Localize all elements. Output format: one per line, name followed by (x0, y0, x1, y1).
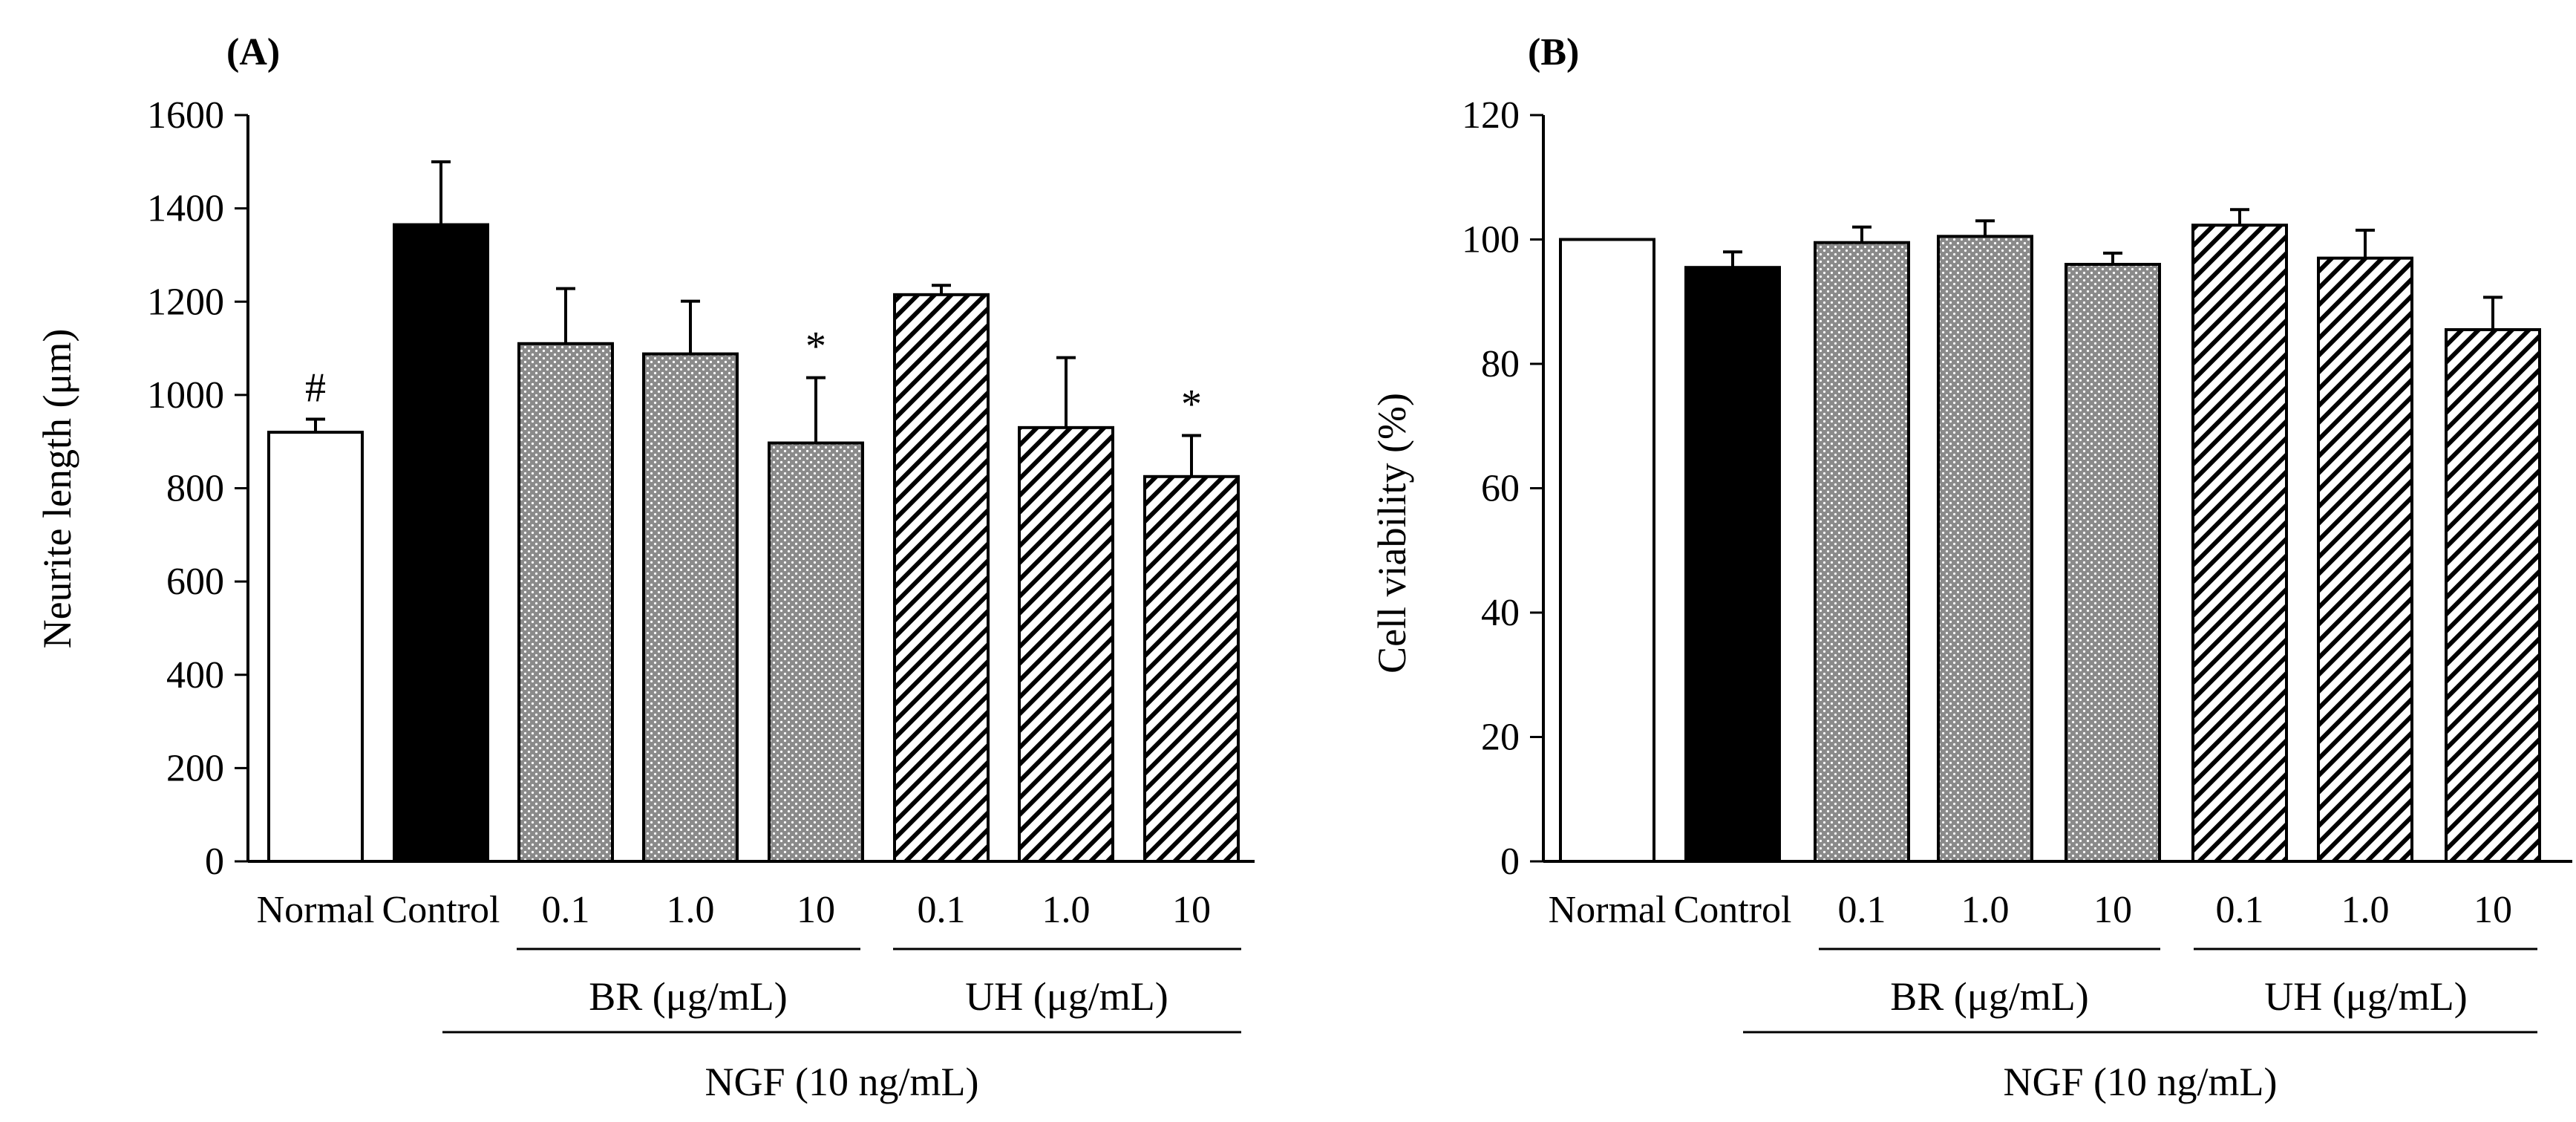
panel-b-bars (1559, 208, 2541, 863)
y-tick-label: 20 (1481, 717, 1520, 759)
y-tick-label: 40 (1481, 592, 1520, 634)
x-tick-label: 0.1 (2216, 889, 2264, 931)
x-tick-label: 10 (797, 889, 835, 931)
bar-normal-0 (1559, 238, 1655, 863)
bar-1-0-3 (642, 352, 739, 864)
panel-a-chart: (A) Neurite length (μm) 0200400600800100… (35, 31, 1255, 1104)
bar-1-0-6 (2317, 256, 2413, 863)
panel-b-chart: (B) Cell viability (%) 0 20 40 60 80 100 120 N… (1370, 31, 2572, 1104)
significance-mark: * (1181, 382, 1202, 428)
x-tick-label: 1.0 (667, 889, 715, 931)
y-tick-label: 0 (1500, 841, 1520, 883)
y-tick-label: 1400 (147, 188, 224, 230)
bar-10-4 (2065, 263, 2161, 863)
y-tick-label: 1600 (147, 94, 224, 137)
panel-b-ngf-label: NGF (10 ng/mL) (2004, 1060, 2278, 1104)
bar-0-1-2 (1814, 241, 1910, 863)
bar-10-7 (2445, 327, 2541, 863)
significance-mark: # (305, 365, 326, 411)
bar-control-1 (1684, 266, 1781, 863)
bar-1-0-3 (1937, 235, 2033, 863)
x-tick-label: 10 (2474, 889, 2512, 931)
panel-b-label: (B) (1528, 31, 1579, 74)
panel-a-bars: # * * (267, 160, 1240, 864)
bar-0-1-5 (893, 293, 990, 863)
panel-a-y-axis-title: Neurite length (μm) (35, 329, 79, 649)
bar-1-0-6 (1018, 425, 1114, 863)
x-tick-label: Normal (257, 889, 375, 931)
y-tick-label: 1200 (147, 281, 224, 323)
x-tick-label: 10 (1172, 889, 1211, 931)
y-tick-label: 200 (166, 747, 224, 789)
panel-a-uh-label: UH (μg/mL) (965, 974, 1168, 1019)
y-tick-label: 800 (166, 468, 224, 510)
bar-10-4 (768, 441, 864, 863)
x-tick-label: Control (1674, 889, 1792, 931)
x-tick-label: 0.1 (542, 889, 590, 931)
x-tick-label: Normal (1549, 889, 1667, 931)
x-tick-label: 1.0 (2341, 889, 2390, 931)
panel-a-ngf-label: NGF (10 ng/mL) (705, 1060, 979, 1104)
y-tick-label: 60 (1481, 468, 1520, 510)
panel-a-br-label: BR (μg/mL) (589, 974, 787, 1019)
y-tick-label: 400 (166, 654, 224, 697)
panel-b-br-label: BR (μg/mL) (1890, 974, 2088, 1019)
panel-b-y-axis-title: Cell viability (%) (1370, 393, 1414, 673)
panel-b-category-labels: Normal Control 0.1 1.0 10 0.1 1.0 10 (1549, 889, 2512, 931)
bar-normal-0 (267, 431, 364, 863)
bar-0-1-2 (517, 342, 614, 863)
x-tick-label: Control (382, 889, 500, 931)
y-tick-label: 120 (1462, 94, 1520, 137)
y-tick-label: 600 (166, 561, 224, 603)
x-tick-label: 1.0 (1961, 889, 2010, 931)
y-tick-label: 1000 (147, 374, 224, 417)
x-tick-label: 0.1 (1838, 889, 1886, 931)
bar-0-1-5 (2191, 224, 2288, 863)
y-tick-label: 100 (1462, 219, 1520, 261)
x-tick-label: 10 (2093, 889, 2132, 931)
bar-10-7 (1143, 474, 1240, 863)
significance-mark: * (805, 324, 826, 370)
x-tick-label: 0.1 (918, 889, 966, 931)
y-tick-label: 0 (205, 841, 224, 883)
x-tick-label: 1.0 (1042, 889, 1091, 931)
panel-a-axes: 0 200 400 600 800 1000 1200 1400 1600 (147, 94, 1255, 883)
y-tick-label: 80 (1481, 343, 1520, 385)
bar-control-1 (393, 223, 489, 863)
panel-b-uh-label: UH (μg/mL) (2264, 974, 2467, 1019)
panel-a-category-labels: Normal Control 0.1 1.0 10 0.1 1.0 10 (257, 889, 1211, 931)
panel-a-label: (A) (226, 31, 280, 74)
